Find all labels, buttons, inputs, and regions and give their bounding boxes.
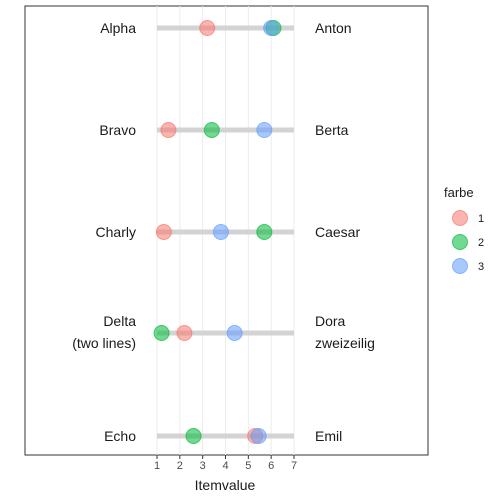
left-label: Alpha bbox=[100, 20, 136, 36]
data-point-group-3 bbox=[226, 325, 243, 341]
legend-key-1 bbox=[452, 210, 468, 226]
legend-label: 3 bbox=[478, 261, 484, 273]
x-tick-label: 1 bbox=[154, 460, 160, 472]
legend-key-3 bbox=[452, 258, 468, 274]
x-axis-title: Itemvalue bbox=[195, 477, 256, 493]
data-point-group-2 bbox=[256, 224, 273, 240]
row-group: Alpha Anton bbox=[100, 20, 352, 36]
x-tick-label: 5 bbox=[245, 460, 251, 472]
legend-label: 2 bbox=[478, 237, 484, 249]
x-tick-label: 2 bbox=[177, 460, 183, 472]
right-label: Caesar bbox=[315, 224, 360, 240]
row-group: Delta (two lines) Dora zweizeilig bbox=[72, 313, 375, 351]
x-tick-label: 3 bbox=[200, 460, 206, 472]
row-group: Echo Emil bbox=[104, 428, 342, 444]
x-tick-label: 6 bbox=[268, 460, 274, 472]
right-label: Emil bbox=[315, 428, 342, 444]
x-tick-label: 7 bbox=[291, 460, 297, 472]
left-label: Bravo bbox=[99, 122, 136, 138]
right-label: Berta bbox=[315, 122, 349, 138]
legend-label: 1 bbox=[478, 213, 484, 225]
x-axis: 1 2 3 4 5 6 7 bbox=[154, 455, 297, 472]
data-point-group-1 bbox=[199, 20, 216, 36]
x-tick-label: 4 bbox=[222, 460, 228, 472]
data-point-group-2 bbox=[185, 428, 202, 444]
data-point-group-1 bbox=[176, 325, 193, 341]
data-point-group-1 bbox=[155, 224, 172, 240]
right-label: Dora bbox=[315, 313, 346, 329]
left-label: Charly bbox=[96, 224, 136, 240]
row-group: Bravo Berta bbox=[99, 122, 349, 138]
left-label: (two lines) bbox=[72, 335, 136, 351]
left-label: Echo bbox=[104, 428, 136, 444]
data-point-group-3 bbox=[212, 224, 229, 240]
row-layer: Alpha Anton Bravo Berta Charly Caesar Delta (tw… bbox=[72, 20, 375, 444]
data-point-group-3 bbox=[250, 428, 267, 444]
data-point-group-1 bbox=[160, 122, 177, 138]
data-point-group-3 bbox=[256, 122, 273, 138]
right-label: zweizeilig bbox=[315, 335, 375, 351]
legend-key-2 bbox=[452, 234, 468, 250]
left-label: Delta bbox=[103, 313, 136, 329]
right-label: Anton bbox=[315, 20, 352, 36]
legend-title: farbe bbox=[444, 185, 474, 200]
row-group: Charly Caesar bbox=[96, 224, 360, 240]
data-point-group-3 bbox=[263, 20, 280, 36]
data-point-group-2 bbox=[153, 325, 170, 341]
data-point-group-2 bbox=[203, 122, 220, 138]
legend: farbe 1 2 3 bbox=[444, 185, 484, 274]
